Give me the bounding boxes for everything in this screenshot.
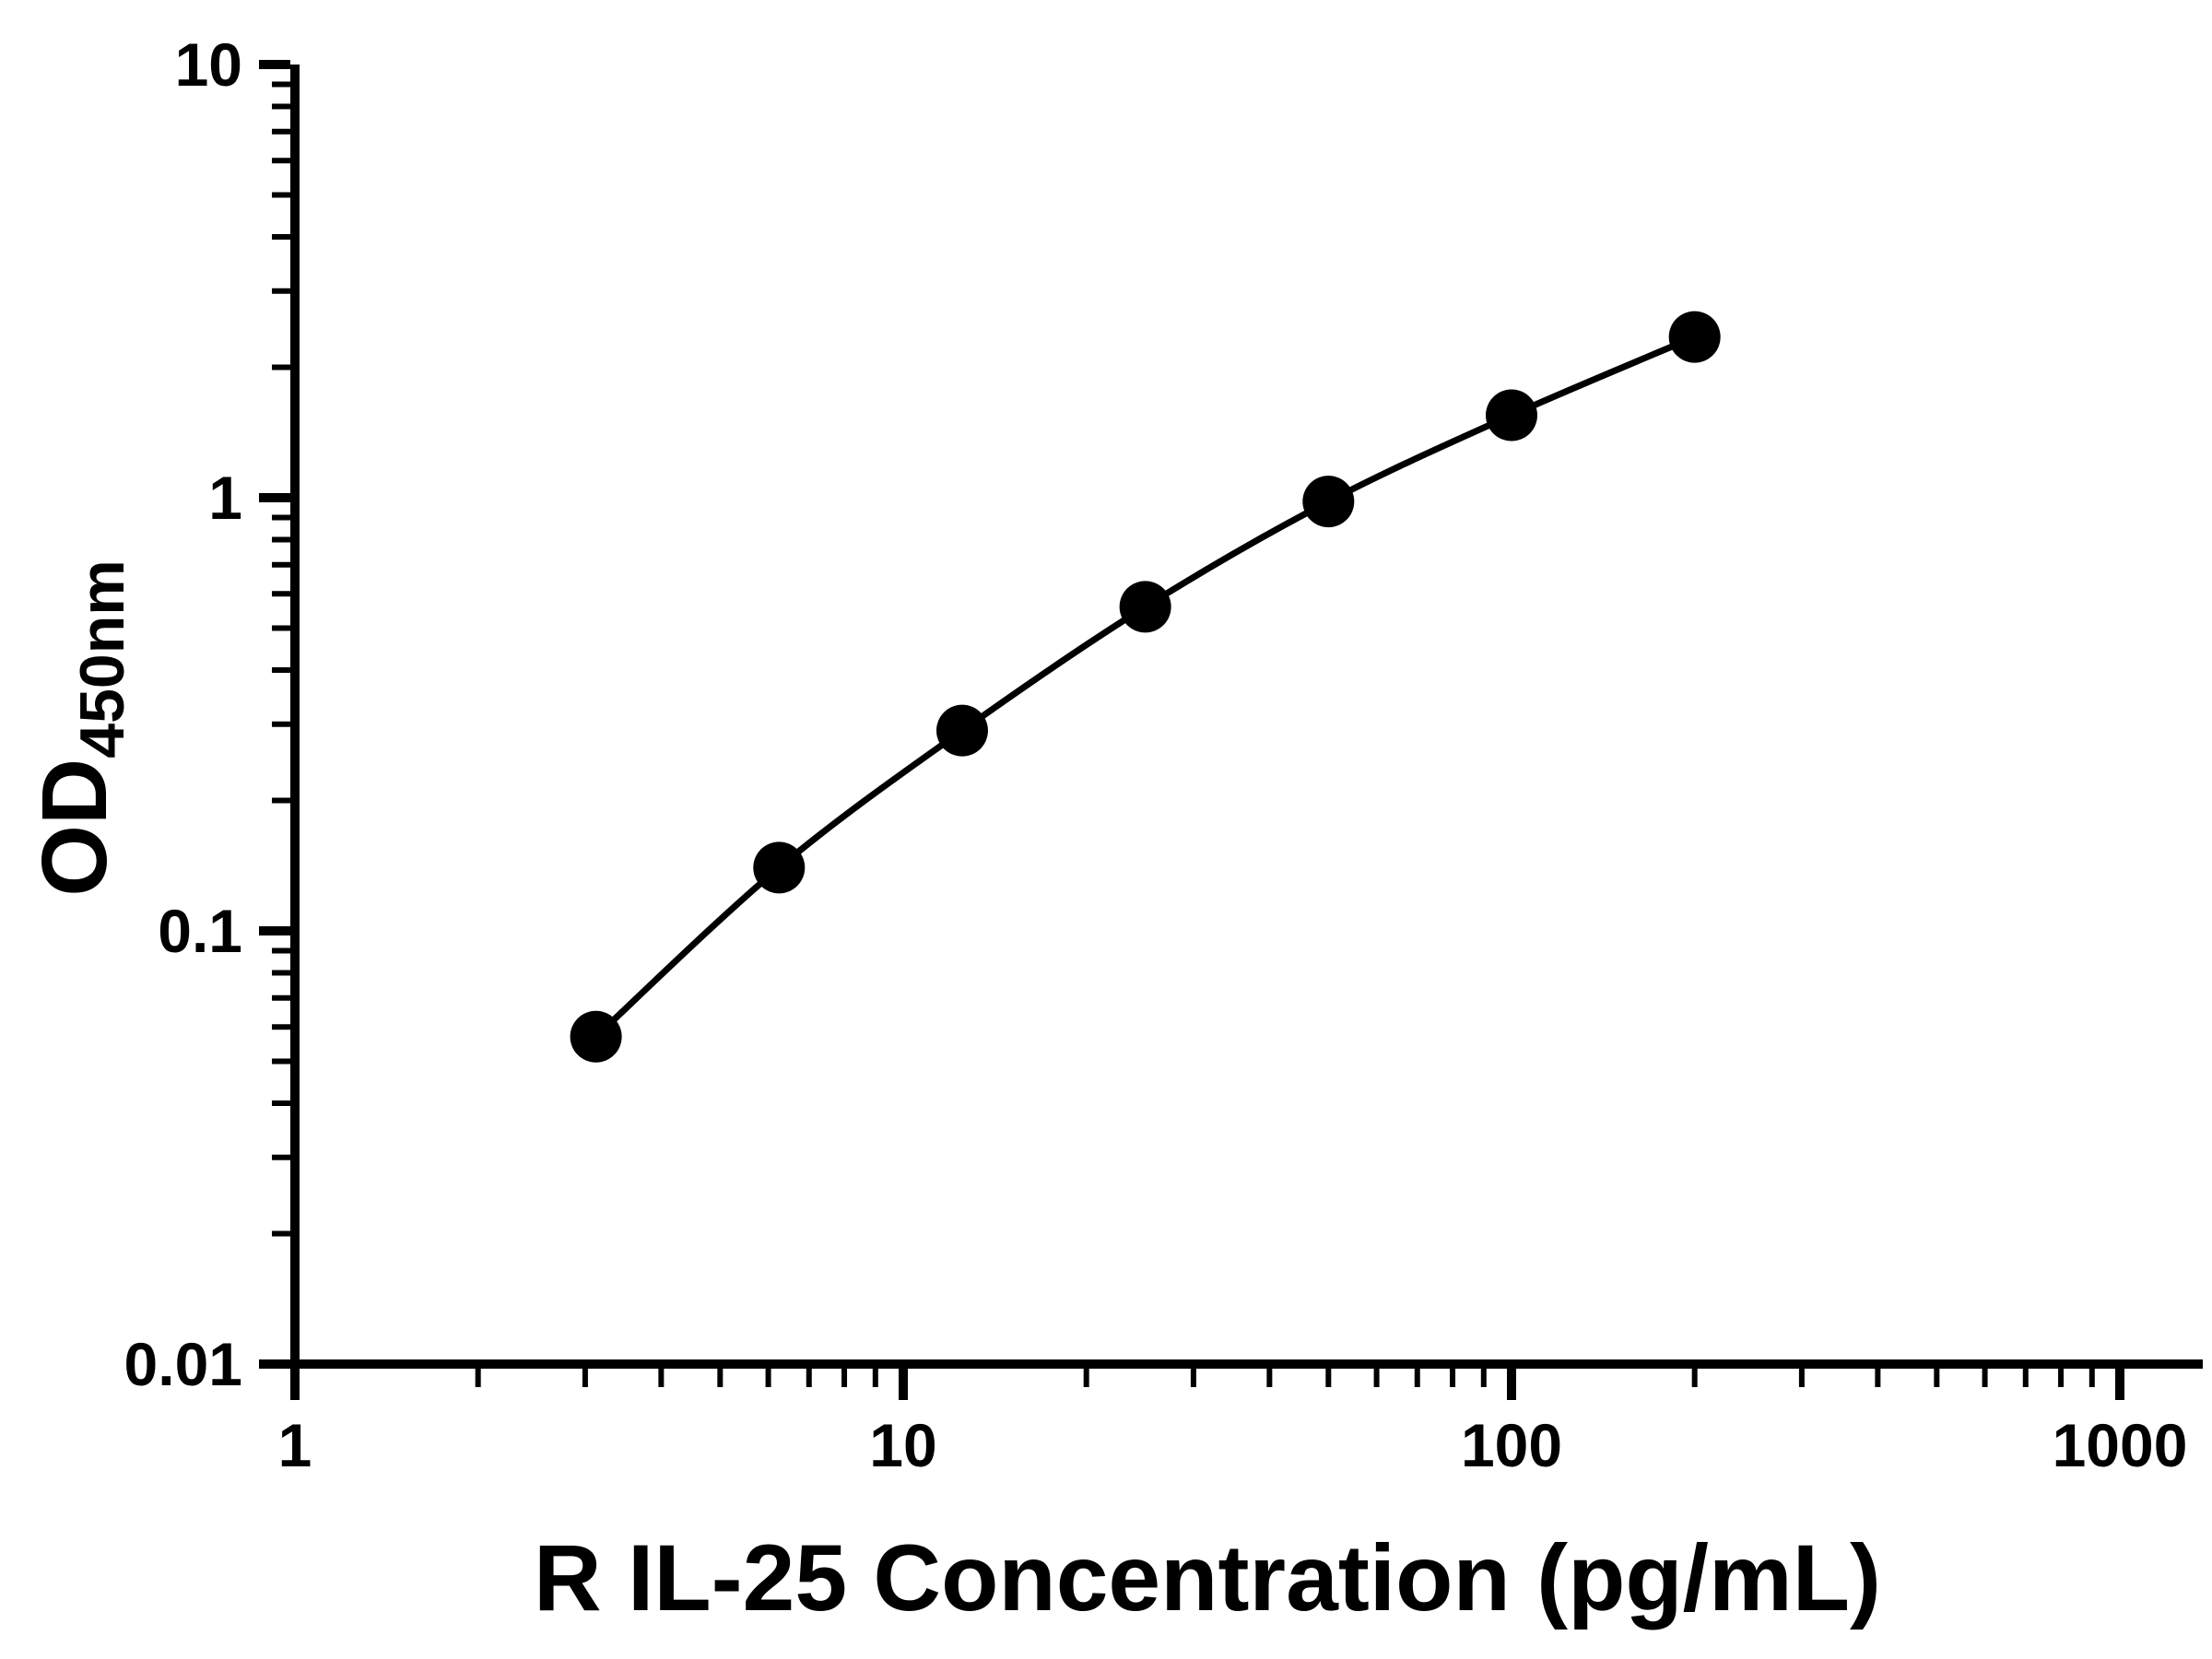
x-axis-title: R IL-25 Concentration (pg/mL) (534, 1525, 1881, 1630)
data-point (1302, 476, 1355, 528)
y-tick-label: 10 (175, 30, 242, 99)
fit-curve (594, 334, 1697, 1040)
data-point (1668, 311, 1721, 363)
y-axis-title-main: OD (22, 758, 126, 897)
data-point (753, 841, 806, 894)
y-tick-label: 1 (208, 464, 242, 532)
y-axis-title-subscript: 450nm (67, 559, 138, 759)
x-tick-label: 100 (1461, 1411, 1562, 1479)
axes-spine (290, 65, 2203, 1369)
y-tick-label: 0.1 (158, 897, 242, 965)
y-axis-title: OD450nm (23, 559, 138, 896)
x-tick-label: 1000 (2053, 1411, 2188, 1479)
data-point (1486, 389, 1537, 441)
data-point (570, 1010, 622, 1063)
x-tick-label: 1 (278, 1411, 312, 1479)
data-point (935, 704, 988, 757)
x-tick-label: 10 (869, 1411, 936, 1479)
y-tick-label: 0.01 (124, 1330, 242, 1398)
data-point (1119, 581, 1171, 633)
